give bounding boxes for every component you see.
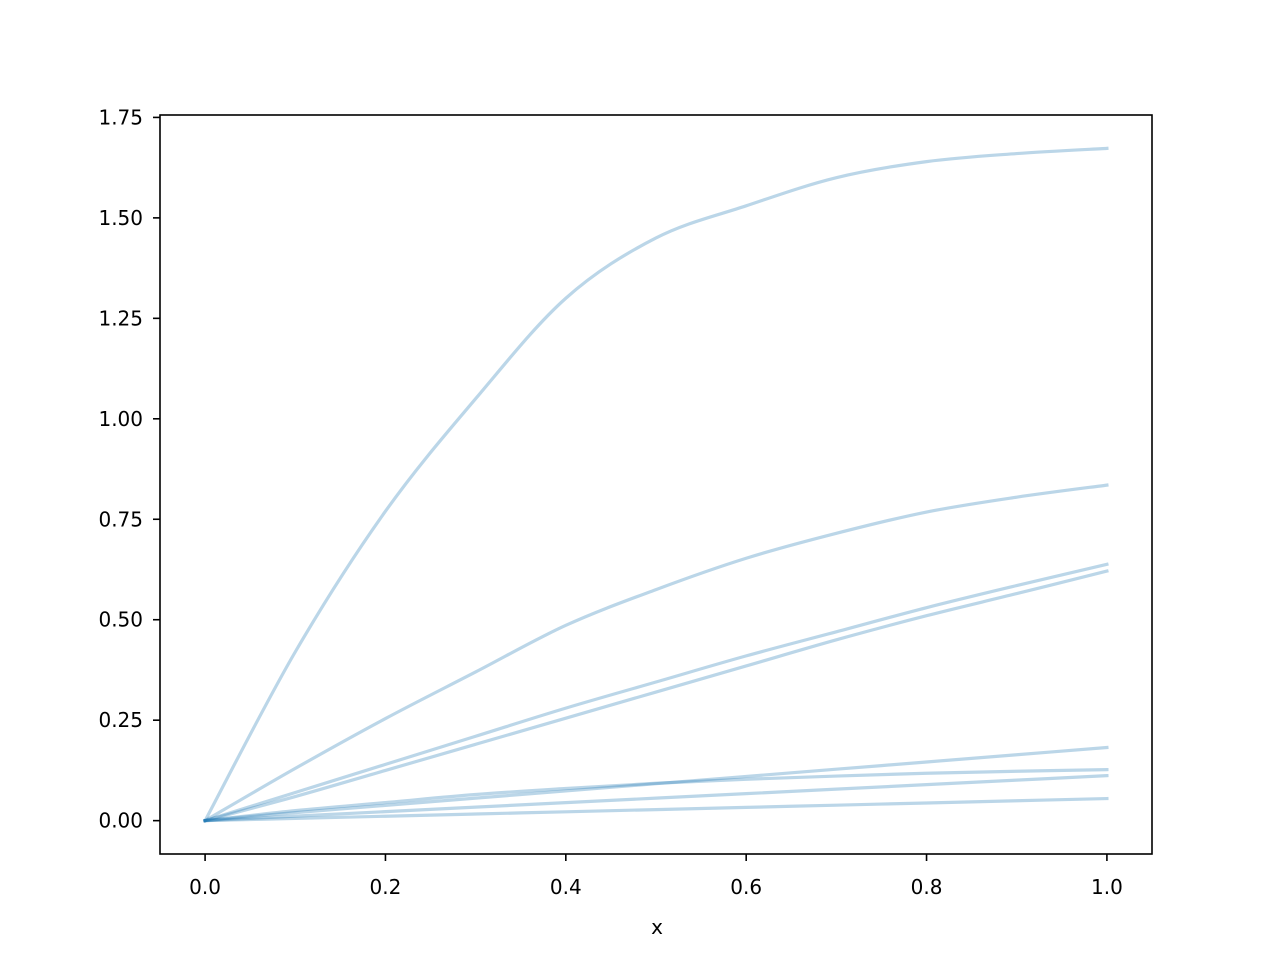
series-line-2 <box>202 483 1109 823</box>
y-tick-label: 1.50 <box>98 206 143 230</box>
x-tick-label: 0.8 <box>911 875 943 899</box>
x-tick-label: 1.0 <box>1091 875 1123 899</box>
x-tick-label: 0.0 <box>189 875 221 899</box>
series-line-3 <box>203 562 1109 823</box>
y-tick-label: 0.00 <box>98 809 143 833</box>
series-line-8 <box>203 796 1109 823</box>
series-line-5 <box>203 745 1109 823</box>
y-tick-label: 1.00 <box>98 407 143 431</box>
y-tick-label: 1.25 <box>98 306 143 330</box>
y-tick-label: 0.50 <box>98 608 143 632</box>
series-line-7 <box>203 773 1109 823</box>
y-tick-label: 0.75 <box>98 507 143 531</box>
x-axis: 0.0 0.2 0.4 0.6 0.8 1.0 <box>189 854 1123 899</box>
series-line-1 <box>202 146 1109 823</box>
y-tick-label: 0.25 <box>98 708 143 732</box>
y-tick-label: 1.75 <box>98 105 143 129</box>
series-line-6 <box>203 767 1109 823</box>
x-tick-label: 0.6 <box>730 875 762 899</box>
x-tick-label: 0.2 <box>370 875 402 899</box>
x-axis-label: x <box>651 915 663 939</box>
y-axis: 0.00 0.25 0.50 0.75 1.00 1.25 1.50 1.75 <box>98 105 160 833</box>
series-lines <box>202 146 1109 823</box>
series-line-4 <box>203 569 1109 823</box>
axes-frame <box>159 114 1153 855</box>
x-tick-label: 0.4 <box>550 875 582 899</box>
